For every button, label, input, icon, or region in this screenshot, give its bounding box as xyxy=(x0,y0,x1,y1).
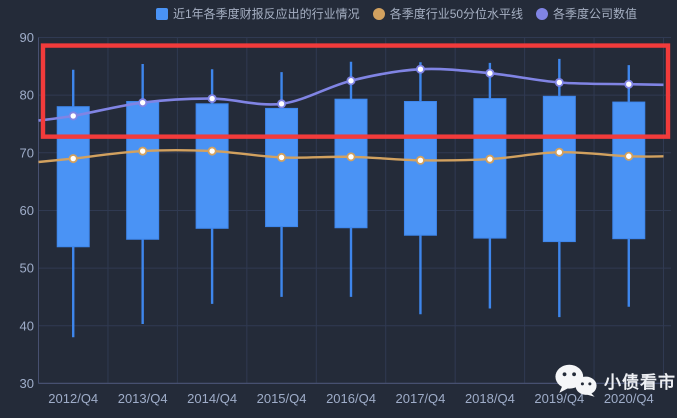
x-axis-tick-label: 2019/Q4 xyxy=(534,391,584,406)
chart-legend: 近1年各季度财报反应出的行业情况 各季度行业50分位水平线 各季度公司数值 xyxy=(156,7,637,21)
candlestick-body xyxy=(473,98,507,239)
candlestick-body xyxy=(542,95,576,243)
legend-square-marker-icon xyxy=(156,8,168,20)
candlestick-body xyxy=(195,103,229,229)
watermark: 小债看市 xyxy=(554,364,676,397)
y-axis-tick-label: 90 xyxy=(20,30,34,45)
candlestick-body xyxy=(334,98,368,229)
watermark-text: 小债看市 xyxy=(604,373,676,392)
annotation-rectangle xyxy=(40,43,671,139)
line-point-marker xyxy=(207,94,217,104)
candlestick-body xyxy=(403,100,437,236)
line-point-marker xyxy=(277,152,287,162)
line-point-marker xyxy=(415,64,425,74)
line-point-marker xyxy=(485,154,495,164)
y-axis-tick-label: 50 xyxy=(20,261,34,276)
line-point-marker xyxy=(554,77,564,87)
line-point-marker xyxy=(624,151,634,161)
line-point-marker xyxy=(346,76,356,86)
legend-item-company-value[interactable]: 各季度公司数值 xyxy=(536,7,637,21)
y-axis-tick-label: 60 xyxy=(20,203,34,218)
line-point-marker xyxy=(554,147,564,157)
line-point-marker xyxy=(415,155,425,165)
candlestick-body xyxy=(265,107,299,228)
x-axis-tick-label: 2012/Q4 xyxy=(48,391,98,406)
x-axis-tick-label: 2017/Q4 xyxy=(396,391,446,406)
legend-item-industry-median[interactable]: 各季度行业50分位水平线 xyxy=(372,7,524,21)
y-axis-tick-label: 80 xyxy=(20,88,34,103)
candlestick-body xyxy=(612,101,646,240)
legend-label: 各季度公司数值 xyxy=(553,7,638,21)
x-axis-tick-label: 2013/Q4 xyxy=(118,391,168,406)
legend-circle-marker-icon xyxy=(372,8,385,20)
line-point-marker xyxy=(68,111,78,121)
legend-circle-marker-icon xyxy=(536,8,549,20)
x-axis-tick-label: 2015/Q4 xyxy=(257,391,307,406)
y-axis-tick-label: 30 xyxy=(20,376,34,391)
y-axis-tick-label: 70 xyxy=(20,145,34,160)
legend-label: 近1年各季度财报反应出的行业情况 xyxy=(173,7,360,21)
candlestick-body xyxy=(126,100,160,240)
x-axis-tick-label: 2016/Q4 xyxy=(326,391,376,406)
line-point-marker xyxy=(624,79,634,89)
wechat-logo-icon xyxy=(555,364,597,397)
line-point-marker xyxy=(68,154,78,164)
line-point-marker xyxy=(277,99,287,109)
candlestick-body xyxy=(56,106,90,248)
x-axis-tick-label: 2020/Q4 xyxy=(604,391,654,406)
line-point-marker xyxy=(138,98,148,108)
line-point-marker xyxy=(485,68,495,78)
line-point-marker xyxy=(207,146,217,156)
line-point-marker xyxy=(346,152,356,162)
x-axis-tick-label: 2014/Q4 xyxy=(187,391,237,406)
legend-item-industry-range[interactable]: 近1年各季度财报反应出的行业情况 xyxy=(156,7,360,21)
x-axis-tick-label: 2018/Q4 xyxy=(465,391,515,406)
y-axis-tick-label: 40 xyxy=(20,318,34,333)
legend-label: 各季度行业50分位水平线 xyxy=(389,7,524,21)
line-point-marker xyxy=(138,146,148,156)
